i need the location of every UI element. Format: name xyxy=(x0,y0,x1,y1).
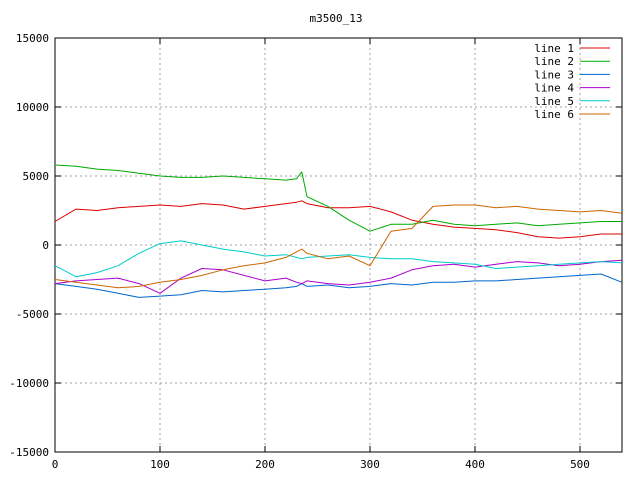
x-tick-label: 100 xyxy=(150,458,170,471)
x-tick-label: 500 xyxy=(570,458,590,471)
series-line-4 xyxy=(54,259,623,294)
legend-label-1: line 1 xyxy=(534,42,574,55)
series-line-6 xyxy=(54,204,623,289)
legend-label-3: line 3 xyxy=(534,68,574,81)
series-line-2 xyxy=(54,164,622,232)
y-tick-label: 10000 xyxy=(16,101,49,114)
x-tick-label: 200 xyxy=(255,458,275,471)
chart-title: m3500_13 xyxy=(310,12,363,25)
y-tick-label: 15000 xyxy=(16,32,49,45)
x-tick-label: 0 xyxy=(52,458,59,471)
x-tick-label: 400 xyxy=(465,458,485,471)
series-line-3 xyxy=(54,273,623,298)
y-tick-label: 0 xyxy=(42,239,49,252)
legend-label-4: line 4 xyxy=(534,82,574,95)
y-tick-label: -15000 xyxy=(9,446,49,459)
series-line-5 xyxy=(54,240,623,278)
x-tick-label: 300 xyxy=(360,458,380,471)
grid-lines xyxy=(55,38,622,452)
y-axis: -15000 -10000 -5000 0 5000 10000 15000 xyxy=(9,32,622,459)
x-axis: 0 100 200 300 400 500 xyxy=(52,38,590,471)
series-lines xyxy=(54,164,623,298)
y-tick-label: 5000 xyxy=(23,170,50,183)
y-tick-label: -5000 xyxy=(16,308,49,321)
legend-label-6: line 6 xyxy=(534,108,574,121)
series-line-1 xyxy=(54,200,622,239)
legend-label-2: line 2 xyxy=(534,55,574,68)
y-tick-label: -10000 xyxy=(9,377,49,390)
legend-label-5: line 5 xyxy=(534,95,574,108)
